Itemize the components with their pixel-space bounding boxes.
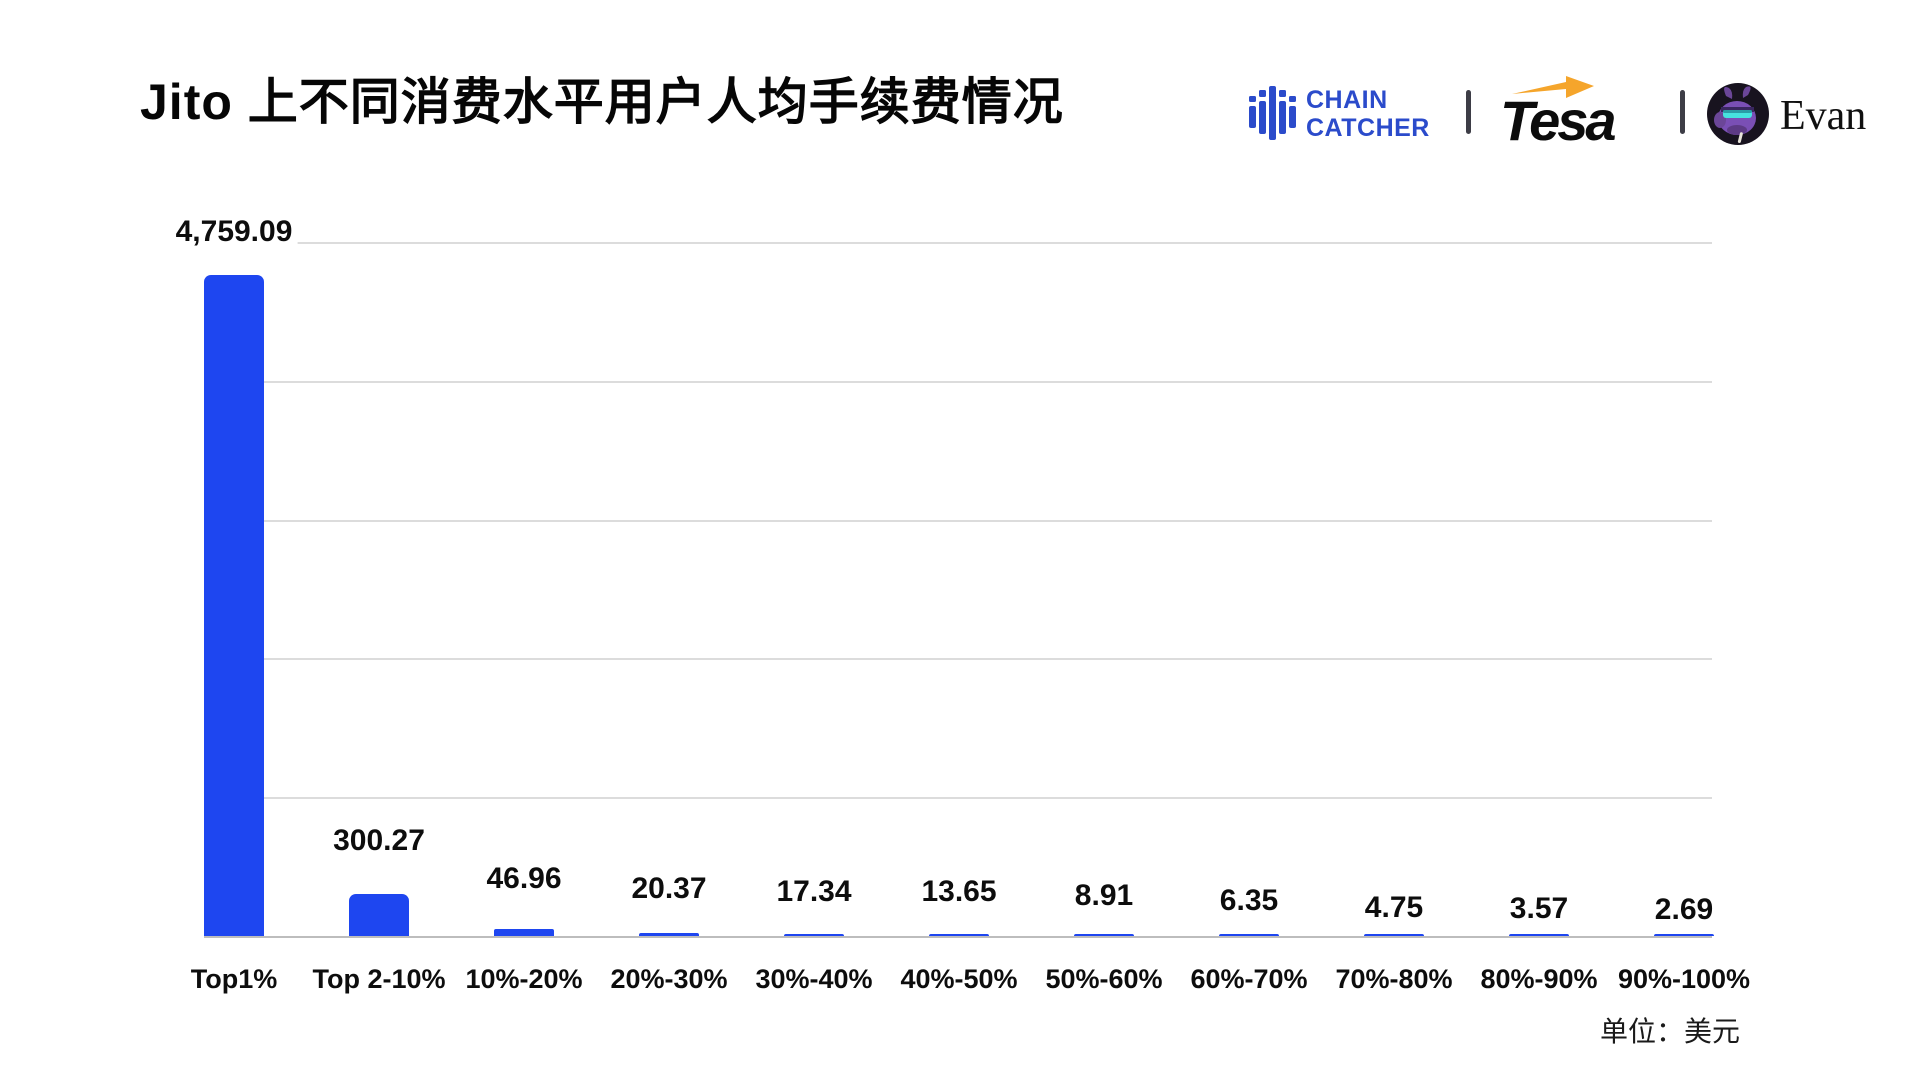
bar-10%-20% <box>494 929 554 936</box>
category-label: Top 2-10% <box>312 964 446 994</box>
gridline <box>204 520 1712 522</box>
value-label: 8.91 <box>1069 877 1139 914</box>
value-label: 300.27 <box>328 823 430 860</box>
bar-50%-60% <box>1074 933 1134 936</box>
category-label: Top1% <box>190 964 278 994</box>
chaincatcher-line2: CATCHER <box>1306 114 1430 142</box>
evan-avatar <box>1707 83 1769 145</box>
x-axis-line <box>204 936 1712 938</box>
value-label: 46.96 <box>481 861 567 898</box>
category-label: 50%-60% <box>1045 964 1163 994</box>
gridline <box>204 658 1712 660</box>
chaincatcher-line1: CHAIN <box>1306 86 1388 114</box>
gridline <box>204 797 1712 799</box>
unit-note: 单位：美元 <box>1599 1016 1740 1047</box>
evan-label: Evan <box>1780 93 1867 139</box>
logo-divider <box>1680 90 1685 134</box>
category-label: 70%-80% <box>1335 964 1453 994</box>
category-label: 60%-70% <box>1190 964 1308 994</box>
value-label: 20.37 <box>626 871 712 908</box>
value-label: 17.34 <box>771 873 857 910</box>
category-label: 10%-20% <box>465 964 583 994</box>
category-label: 80%-90% <box>1480 964 1598 994</box>
tesa-logo: Tesa <box>1500 74 1670 152</box>
value-label: 4.75 <box>1359 889 1429 926</box>
tesa-wordmark: Tesa <box>1500 89 1617 152</box>
chaincatcher-logo-icon <box>1249 86 1296 140</box>
value-label: 4,759.09 <box>170 214 298 251</box>
logo-divider <box>1466 90 1471 134</box>
bar-20%-30% <box>639 933 699 936</box>
bar-40%-50% <box>929 933 989 936</box>
value-label: 6.35 <box>1214 882 1284 919</box>
chaincatcher-wordmark: CHAIN CATCHER <box>1306 86 1430 142</box>
value-label: 3.57 <box>1504 890 1574 927</box>
bar-Top 2-10% <box>349 894 409 936</box>
category-label: 30%-40% <box>755 964 873 994</box>
bar-80%-90% <box>1509 933 1569 936</box>
category-label: 20%-30% <box>610 964 728 994</box>
value-label: 2.69 <box>1649 891 1719 928</box>
bar-70%-80% <box>1364 933 1424 936</box>
category-label: 40%-50% <box>900 964 1018 994</box>
bar-30%-40% <box>784 933 844 936</box>
tesa-arrow-icon <box>1512 76 1594 98</box>
category-label: 90%-100% <box>1617 964 1751 994</box>
gridline <box>204 242 1712 244</box>
bar-90%-100% <box>1654 933 1714 936</box>
value-label: 13.65 <box>916 873 1002 910</box>
gridline <box>204 381 1712 383</box>
bar-Top1% <box>204 275 264 936</box>
page-title: Jito 上不同消费水平用户人均手续费情况 <box>140 74 1064 130</box>
bar-60%-70% <box>1219 933 1279 936</box>
